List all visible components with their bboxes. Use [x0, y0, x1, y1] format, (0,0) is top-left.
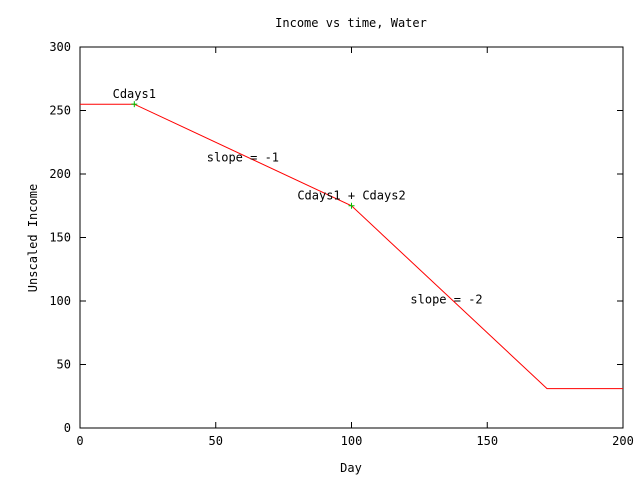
y-tick-label: 250	[49, 104, 71, 118]
annotation-group: Cdays1 slope = -1 Cdays1 + Cdays2 slope = -…	[113, 87, 483, 307]
y-axis-label: Unscaled Income	[26, 184, 40, 292]
marker-group	[131, 101, 355, 209]
y-axis: 0 50 100 150 200 250 300	[49, 40, 623, 435]
x-tick-label: 150	[476, 434, 498, 448]
annotation-label: slope = -1	[207, 150, 279, 164]
x-tick-label: 50	[209, 434, 223, 448]
y-tick-label: 150	[49, 231, 71, 245]
x-axis-label: Day	[340, 461, 362, 475]
annotation-label: slope = -2	[410, 293, 482, 307]
x-axis: 0 50 100 150 200	[76, 47, 634, 448]
y-tick-label: 200	[49, 167, 71, 181]
annotation-label: Cdays1	[113, 87, 156, 101]
series-group	[80, 103, 623, 390]
series-line	[80, 103, 623, 390]
chart-title: Income vs time, Water	[275, 16, 427, 30]
annotation-label: Cdays1 + Cdays2	[297, 189, 405, 203]
x-tick-label: 100	[341, 434, 363, 448]
data-point-marker	[131, 101, 138, 108]
x-tick-label: 0	[76, 434, 83, 448]
y-tick-label: 300	[49, 40, 71, 54]
data-point-marker	[348, 202, 355, 209]
y-tick-label: 0	[64, 421, 71, 435]
plot-area	[79, 46, 624, 429]
y-tick-label: 100	[49, 294, 71, 308]
x-tick-label: 200	[612, 434, 634, 448]
y-tick-label: 50	[57, 358, 71, 372]
